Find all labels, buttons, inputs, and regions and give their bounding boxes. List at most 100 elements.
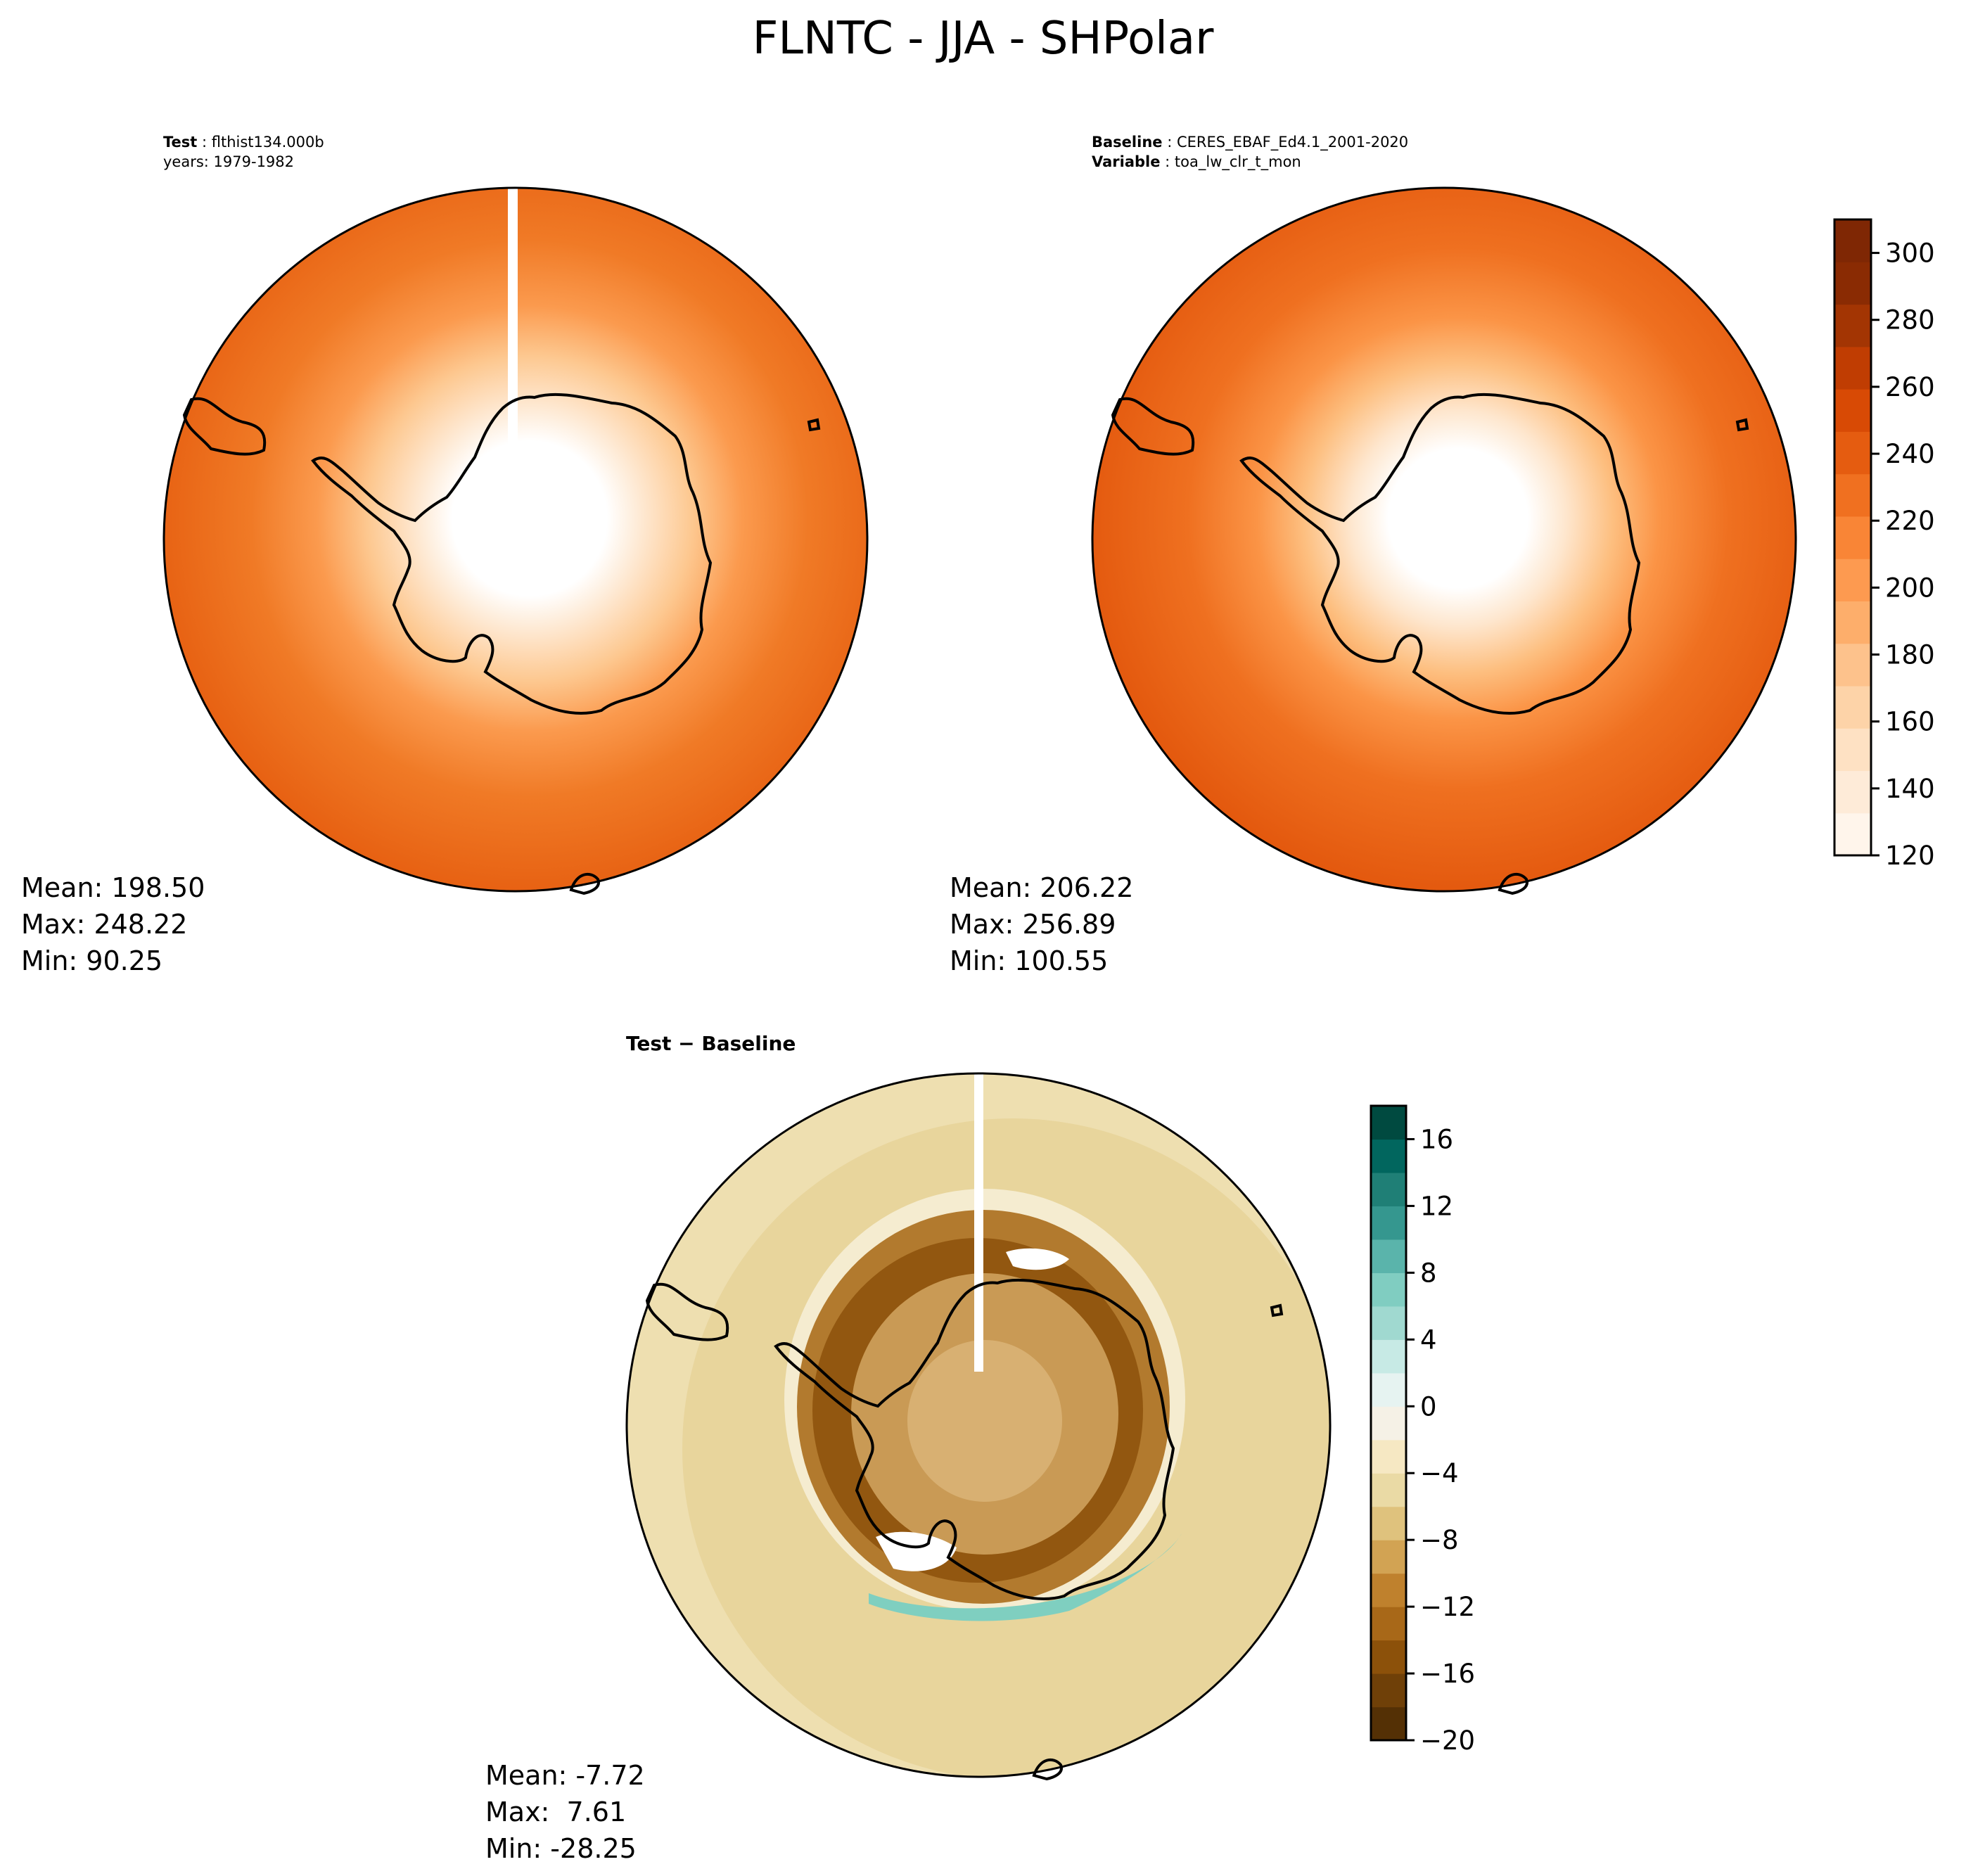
- diff-stats: Mean: -7.72 Max: 7.61 Min: -28.25: [485, 1757, 645, 1867]
- main-colorbar-tick-label: 260: [1885, 372, 1935, 402]
- diff-seam: [974, 1073, 983, 1372]
- diff-map: [625, 1072, 1332, 1781]
- test-map-border: [162, 186, 869, 893]
- diff-mean: Mean: -7.72: [485, 1760, 645, 1791]
- test-mean: Mean: 198.50: [21, 872, 205, 903]
- main-colorbar-swatch: [1834, 770, 1871, 814]
- baseline-min: Min: 100.55: [950, 945, 1109, 976]
- main-colorbar-tick-label: 300: [1885, 238, 1935, 269]
- diff-colorbar-tick-label: −8: [1420, 1525, 1459, 1555]
- main-colorbar: 120 140 160 180 200 220 240 260 280 300: [1833, 218, 1935, 871]
- test-label-key: Test: [163, 134, 198, 151]
- diff-colorbar-swatch: [1371, 1139, 1406, 1173]
- diff-nz-outline: [1032, 1758, 1063, 1781]
- main-colorbar-tick-label: 140: [1885, 774, 1935, 804]
- diff-colorbar-swatch: [1371, 1172, 1406, 1207]
- main-colorbar-swatch: [1834, 643, 1871, 687]
- main-colorbar-tick-label: 200: [1885, 573, 1935, 603]
- main-colorbar-swatch: [1834, 262, 1871, 305]
- diff-colorbar-swatch: [1371, 1106, 1406, 1140]
- baseline-label: Baseline : CERES_EBAF_Ed4.1_2001-2020 Va…: [1092, 134, 1409, 170]
- diff-colorbar-swatch: [1371, 1673, 1406, 1708]
- diff-colorbar-swatch: [1371, 1272, 1406, 1307]
- diff-colorbar-swatch: [1371, 1640, 1406, 1674]
- diff-colorbar-tick-label: −4: [1420, 1458, 1459, 1488]
- diff-interior-core: [907, 1340, 1062, 1502]
- baseline-island-outline: [1735, 418, 1749, 432]
- test-max: Max: 248.22: [21, 909, 188, 940]
- diff-max: Max: 7.61: [485, 1797, 627, 1827]
- diff-colorbar-tick-label: 8: [1420, 1258, 1437, 1288]
- diff-colorbar-tick-label: 0: [1420, 1391, 1437, 1422]
- diff-colorbar-swatch: [1371, 1372, 1406, 1407]
- test-map: [162, 186, 869, 895]
- diff-colorbar-swatch: [1371, 1339, 1406, 1374]
- diff-colorbar-swatch: [1371, 1540, 1406, 1574]
- main-colorbar-swatch: [1834, 516, 1871, 559]
- baseline-label-key: Baseline: [1092, 134, 1163, 151]
- main-colorbar-frame: [1833, 218, 1872, 857]
- diff-colorbar-tick-label: −20: [1420, 1725, 1475, 1756]
- main-colorbar-swatch: [1834, 219, 1871, 262]
- test-label: Test : flthist134.000b years: 1979-1982: [163, 134, 324, 170]
- baseline-max: Max: 256.89: [950, 909, 1116, 940]
- diff-colorbar-swatch: [1371, 1439, 1406, 1474]
- test-nz-outline: [569, 872, 600, 895]
- main-colorbar-swatch: [1834, 728, 1871, 772]
- main-colorbar-tick-label: 220: [1885, 506, 1935, 536]
- baseline-nz-outline: [1498, 872, 1528, 895]
- figure-title: FLNTC - JJA - SHPolar: [752, 13, 1214, 65]
- main-colorbar-swatch: [1834, 304, 1871, 347]
- diff-colorbar-swatch: [1371, 1239, 1406, 1273]
- diff-colorbar-swatch: [1371, 1206, 1406, 1240]
- diff-colorbar-swatch: [1371, 1306, 1406, 1340]
- diff-colorbar-tick-label: −16: [1420, 1659, 1475, 1689]
- test-years: years: 1979-1982: [163, 153, 295, 170]
- diff-colorbar-tick-label: 16: [1420, 1124, 1453, 1154]
- baseline-map-border: [1091, 186, 1797, 893]
- diff-colorbar-swatch: [1371, 1406, 1406, 1441]
- diff-colorbar-swatch: [1371, 1706, 1406, 1741]
- diff-ice-gap-2: [1006, 1248, 1069, 1270]
- variable-label-value: toa_lw_clr_t_mon: [1174, 153, 1301, 170]
- diff-colorbar-swatch: [1371, 1607, 1406, 1641]
- variable-label-key: Variable: [1092, 153, 1161, 170]
- baseline-map: [1091, 186, 1797, 895]
- baseline-south-america-outline: [1111, 397, 1195, 456]
- test-south-america-outline: [182, 397, 267, 456]
- test-stats: Mean: 198.50 Max: 248.22 Min: 90.25: [21, 869, 205, 979]
- diff-colorbar-swatch: [1371, 1573, 1406, 1607]
- diff-island-outline: [1270, 1303, 1284, 1317]
- main-colorbar-tick-label: 180: [1885, 640, 1935, 670]
- main-colorbar-tick-label: 120: [1885, 841, 1935, 871]
- diff-map-border: [625, 1072, 1332, 1778]
- main-colorbar-swatch: [1834, 346, 1871, 390]
- main-colorbar-swatch: [1834, 559, 1871, 601]
- test-island-outline: [807, 418, 821, 432]
- baseline-mean: Mean: 206.22: [950, 872, 1134, 903]
- baseline-field: [1092, 188, 1796, 891]
- main-colorbar-swatch: [1834, 601, 1871, 644]
- diff-colorbar-swatch: [1371, 1506, 1406, 1540]
- diff-colorbar-tick-label: −12: [1420, 1592, 1475, 1622]
- test-seam: [508, 188, 518, 464]
- diff-south-america-outline: [645, 1282, 729, 1341]
- main-colorbar-swatch: [1834, 685, 1871, 729]
- diff-colorbar-swatch: [1371, 1473, 1406, 1507]
- test-label-value: flthist134.000b: [211, 134, 324, 151]
- test-min: Min: 90.25: [21, 945, 163, 976]
- diff-colorbar-frame: [1370, 1104, 1408, 1742]
- diff-positive-band: [869, 1533, 1182, 1621]
- diff-min: Min: -28.25: [485, 1833, 637, 1864]
- main-colorbar-tick-label: 280: [1885, 305, 1935, 336]
- baseline-label-value: CERES_EBAF_Ed4.1_2001-2020: [1176, 134, 1409, 151]
- diff-colorbar: 16 12 8 4 0 −4 −8 −12 −16 −20: [1370, 1104, 1475, 1756]
- main-colorbar-swatch: [1834, 812, 1871, 856]
- main-colorbar-swatch: [1834, 389, 1871, 432]
- main-colorbar-tick-label: 240: [1885, 439, 1935, 469]
- baseline-stats: Mean: 206.22 Max: 256.89 Min: 100.55: [950, 869, 1133, 979]
- diff-label: Test − Baseline: [626, 1032, 796, 1055]
- test-field: [164, 188, 867, 891]
